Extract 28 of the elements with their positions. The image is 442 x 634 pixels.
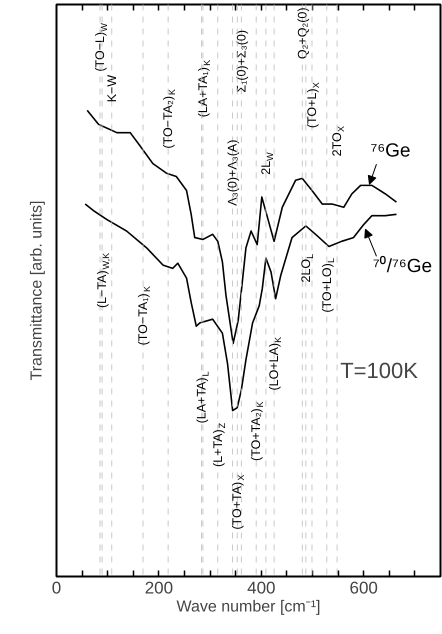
x-tick-label: 0	[52, 578, 62, 598]
ref-line-label: Q₂+Q₂(0)	[295, 7, 310, 60]
x-tick-label: 600	[350, 578, 378, 598]
ref-line-label: (TO+TA₂)K	[249, 401, 266, 461]
x-tick-label: 400	[247, 578, 276, 598]
ref-line-label: (LA+TA)L	[194, 372, 210, 424]
y-axis-title: Transmittance [arb. units]	[28, 200, 46, 380]
legend-label: ⁷⁰/⁷⁶Ge	[372, 254, 432, 277]
ref-line-label: Λ₃(0)+Λ₃(A)	[226, 140, 240, 206]
ref-line-label: (LO+LA)K	[267, 336, 284, 391]
annotation: T=100K	[340, 358, 418, 384]
ref-line-label: (L+TA)Z	[210, 422, 227, 467]
ref-line-label: (TO−L)W	[93, 22, 110, 72]
ref-line-label: (TO+TA)X	[230, 474, 246, 530]
x-tick-label: 200	[144, 578, 174, 598]
ref-line-label: (TO+LO)L	[320, 258, 336, 313]
ref-line-label: 2TOX	[330, 126, 346, 156]
ref-line-label: K−W	[104, 74, 119, 102]
ref-line-label: (TO−TA₂)K	[161, 89, 178, 149]
ref-line-label: (TO−TA₁)K	[136, 286, 152, 346]
ref-line-label: Σ₁(0)+Σ₃(0)	[234, 30, 248, 93]
ref-line-label: (TO+L)X	[304, 82, 321, 128]
series-label: ⁷⁶Ge	[370, 140, 410, 162]
ref-line-label: (L−TA)W,K	[95, 252, 112, 308]
ref-line-label: 2LOL	[298, 254, 315, 283]
ref-line-label: 2LW	[258, 152, 275, 175]
x-axis-title: Wave number [cm⁻¹]	[176, 598, 321, 616]
ref-line-label: (LA+TA₁)K	[196, 60, 212, 118]
